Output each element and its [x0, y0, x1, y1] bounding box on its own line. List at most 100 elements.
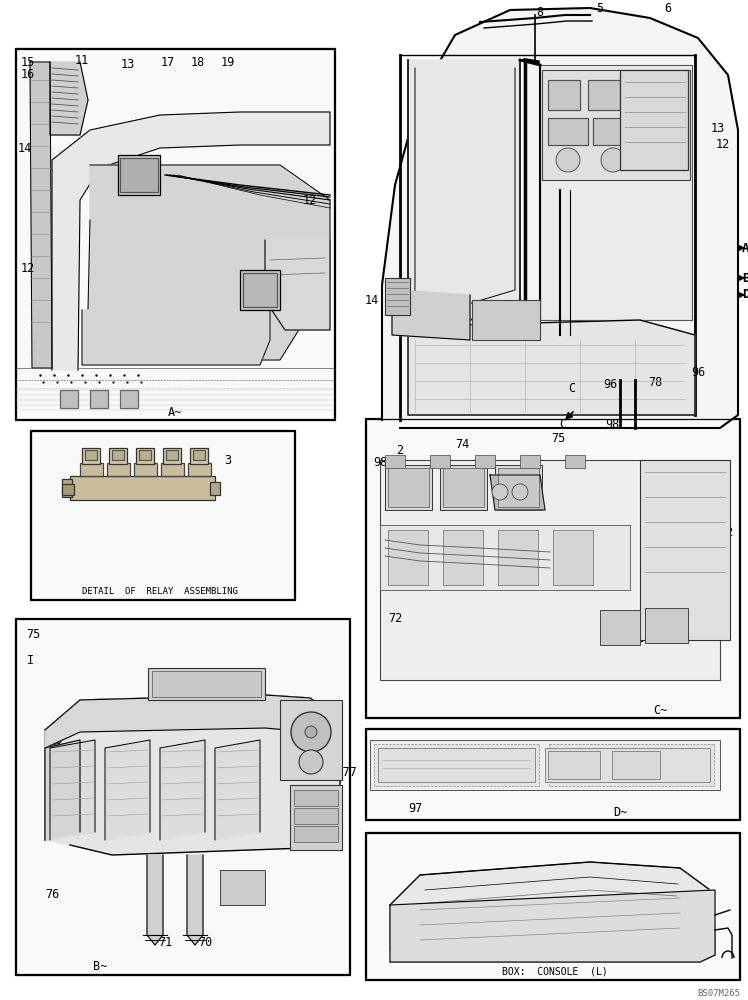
Text: 73: 73 [541, 952, 555, 964]
Polygon shape [408, 320, 695, 415]
Circle shape [291, 712, 331, 752]
Bar [443, 468, 484, 507]
Bar [475, 455, 495, 468]
Bar [148, 668, 265, 700]
Bar [498, 530, 538, 585]
Bar [645, 608, 688, 643]
Bar [85, 450, 97, 460]
Text: 75: 75 [26, 629, 40, 642]
Text: 19: 19 [221, 55, 235, 68]
Bar [365, 418, 740, 718]
Polygon shape [392, 290, 470, 340]
Polygon shape [50, 740, 95, 840]
Text: 15: 15 [21, 55, 35, 68]
Text: 12: 12 [21, 261, 35, 274]
Polygon shape [45, 695, 340, 855]
Bar [136, 448, 154, 464]
Bar [280, 700, 342, 780]
Bar [210, 482, 220, 495]
Circle shape [512, 484, 528, 500]
Bar [600, 610, 640, 645]
Bar [190, 448, 208, 464]
Text: BS07M265: BS07M265 [697, 988, 740, 998]
Bar [640, 460, 730, 640]
Bar [220, 870, 265, 905]
Text: 14: 14 [365, 294, 379, 306]
Polygon shape [265, 240, 330, 330]
Polygon shape [52, 112, 330, 370]
Bar [370, 740, 720, 790]
Text: 96: 96 [603, 378, 617, 391]
Bar [565, 455, 585, 468]
Circle shape [305, 726, 317, 738]
Text: 72: 72 [719, 526, 733, 538]
Bar [82, 448, 100, 464]
Bar [366, 419, 739, 717]
Bar [366, 729, 739, 819]
Bar [548, 118, 588, 145]
Bar [70, 476, 215, 500]
Bar [193, 450, 205, 460]
Text: BOX:  CONSOLE  (L): BOX: CONSOLE (L) [502, 966, 608, 976]
Bar [385, 465, 432, 510]
Bar [163, 448, 181, 464]
Bar [139, 450, 151, 460]
Bar [388, 468, 429, 507]
Bar [243, 273, 277, 307]
Text: I: I [26, 654, 34, 666]
Text: 96: 96 [691, 365, 705, 378]
Bar [118, 155, 160, 195]
Circle shape [299, 750, 323, 774]
Polygon shape [88, 165, 330, 360]
Text: D~: D~ [613, 806, 627, 818]
Polygon shape [382, 8, 738, 428]
Bar [16, 619, 349, 974]
Polygon shape [105, 740, 150, 840]
Text: C: C [560, 418, 566, 432]
Text: 6: 6 [664, 1, 672, 14]
Bar [62, 484, 74, 495]
Polygon shape [490, 475, 545, 510]
Bar [62, 479, 72, 497]
Bar [294, 808, 338, 824]
Bar [495, 465, 542, 510]
Bar [498, 468, 539, 507]
Text: 11: 11 [75, 53, 89, 66]
Text: 12: 12 [303, 194, 317, 207]
Text: 76: 76 [45, 888, 59, 902]
Text: A: A [742, 241, 748, 254]
Bar [90, 390, 108, 408]
Polygon shape [187, 855, 203, 945]
Circle shape [556, 148, 580, 172]
Polygon shape [30, 62, 52, 368]
Text: B: B [742, 271, 748, 284]
Bar [112, 450, 124, 460]
Bar [152, 671, 261, 697]
Bar [366, 833, 739, 979]
Bar [16, 49, 334, 419]
Bar [542, 70, 690, 180]
Bar [440, 465, 487, 510]
Bar [385, 455, 405, 468]
Text: B~: B~ [93, 960, 107, 972]
Polygon shape [50, 62, 88, 135]
Bar [107, 463, 130, 476]
Text: 98: 98 [373, 456, 387, 468]
Text: 12: 12 [716, 138, 730, 151]
Text: 13: 13 [711, 121, 725, 134]
Text: 71: 71 [158, 936, 172, 948]
Polygon shape [45, 695, 340, 748]
Bar [540, 65, 692, 320]
Bar [294, 826, 338, 842]
Bar [443, 530, 483, 585]
Bar [380, 460, 720, 680]
Bar [388, 530, 428, 585]
Bar [548, 751, 600, 779]
Text: 72: 72 [325, 746, 339, 758]
Text: 72: 72 [325, 812, 339, 824]
Text: 5: 5 [596, 1, 604, 14]
Bar [161, 463, 184, 476]
Bar [80, 463, 103, 476]
Bar [60, 390, 78, 408]
Text: 3: 3 [224, 454, 232, 466]
